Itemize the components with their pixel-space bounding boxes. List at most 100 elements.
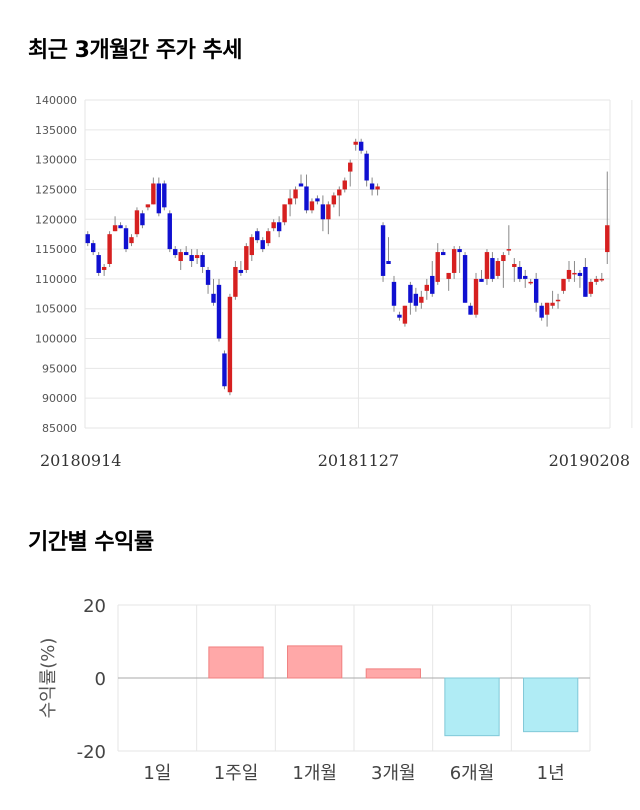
candle-body	[577, 272, 583, 276]
candle-body	[353, 141, 358, 145]
candle-body	[227, 296, 233, 393]
candle-body	[260, 240, 265, 250]
candle-body	[588, 281, 594, 294]
candle-body	[599, 278, 604, 281]
candle-body	[523, 275, 528, 279]
y-axis-label: 수익률(%)	[38, 638, 59, 719]
candle-body	[517, 266, 522, 279]
candle-body	[413, 293, 419, 306]
x-tick-label: 20190208	[549, 451, 630, 470]
candle-body	[326, 204, 331, 220]
candle-body	[468, 305, 473, 315]
candle-body	[91, 243, 96, 253]
candle-body	[276, 222, 282, 232]
candle-body	[233, 266, 238, 297]
candle-body	[205, 269, 211, 285]
candle-body	[118, 225, 123, 229]
candle-body	[337, 189, 342, 196]
candle-body	[156, 183, 162, 214]
category-label: 6개월	[450, 763, 495, 784]
candle-body	[566, 269, 572, 279]
candle-body	[293, 189, 298, 199]
y-tick-label: 120000	[35, 213, 77, 226]
candle-body	[200, 255, 205, 267]
candle-body	[320, 204, 326, 220]
candle-body	[145, 204, 151, 208]
candle-body	[309, 201, 315, 211]
candle-body	[506, 249, 512, 251]
candle-body	[446, 272, 451, 279]
return-bar	[287, 645, 343, 679]
candle-body	[216, 284, 222, 339]
y-tick-label: 105000	[35, 303, 77, 316]
x-tick-label: 20181127	[318, 451, 399, 470]
candle-body	[561, 278, 566, 291]
candle-body	[424, 284, 429, 291]
candle-body	[484, 252, 490, 279]
y-tick-label: 0	[95, 669, 106, 690]
candle-body	[123, 228, 129, 250]
candle-body	[490, 258, 495, 279]
return-bar	[444, 677, 500, 737]
returns-chart-title: 기간별 수익률	[28, 530, 154, 555]
candle-body	[173, 249, 178, 256]
candle-body	[282, 204, 287, 223]
category-label: 3개월	[371, 763, 416, 784]
candle-body	[572, 272, 577, 275]
candle-body	[550, 302, 555, 306]
candle-body	[249, 237, 254, 256]
candle-body	[255, 231, 260, 241]
candle-body	[397, 314, 402, 318]
x-tick-label: 20180914	[40, 451, 121, 470]
candle-body	[189, 255, 194, 262]
candle-body	[298, 183, 304, 187]
candle-body	[408, 284, 413, 303]
candle-body	[380, 225, 386, 276]
category-label: 1개월	[292, 763, 337, 784]
category-label: 1주일	[214, 763, 259, 784]
y-tick-label: 140000	[35, 94, 77, 107]
returns-bar-chart: -20 0 20 수익률(%) 1일 1주일 1개월 3개월 6개월 1년	[38, 596, 591, 784]
y-tick-label: 85000	[42, 422, 77, 435]
candle-body	[183, 252, 189, 256]
return-bar	[365, 668, 421, 679]
return-bar	[523, 677, 579, 733]
candle-body	[304, 186, 309, 211]
candle-body	[287, 198, 293, 205]
candle-body	[331, 195, 337, 205]
candle-body	[501, 255, 506, 262]
candle-body	[375, 186, 380, 190]
candle-body	[238, 269, 244, 273]
candle-body	[462, 255, 468, 303]
candle-body	[222, 353, 227, 387]
candle-body	[211, 293, 216, 303]
candle-body	[107, 234, 112, 264]
candle-body	[358, 141, 364, 151]
category-label: 1년	[537, 763, 565, 784]
candle-body	[441, 252, 446, 256]
candle-body	[129, 237, 134, 244]
y-tick-label: 115000	[35, 243, 77, 256]
y-tick-label: 20	[83, 596, 106, 617]
candle-body	[342, 180, 347, 190]
candle-body	[167, 213, 172, 250]
y-tick-label: 110000	[35, 273, 77, 286]
candle-body	[512, 264, 517, 267]
y-tick-label: 95000	[42, 362, 77, 375]
category-label: 1일	[143, 763, 171, 784]
candle-body	[457, 249, 462, 253]
candle-body	[101, 266, 107, 270]
candle-body	[391, 281, 397, 306]
y-tick-label: 100000	[35, 333, 77, 346]
candle-body	[533, 278, 539, 303]
candle-body	[112, 225, 118, 232]
candle-body	[140, 213, 145, 226]
candle-body	[528, 281, 533, 284]
candle-body	[435, 252, 440, 282]
y-tick-label: 125000	[35, 183, 77, 196]
candle-body	[605, 225, 610, 253]
candle-body	[85, 234, 90, 244]
candlestick-chart: 85000 90000 95000 100000 105000 110000 115000 1…	[35, 94, 633, 470]
candle-body	[151, 183, 156, 205]
candle-body	[386, 261, 391, 264]
